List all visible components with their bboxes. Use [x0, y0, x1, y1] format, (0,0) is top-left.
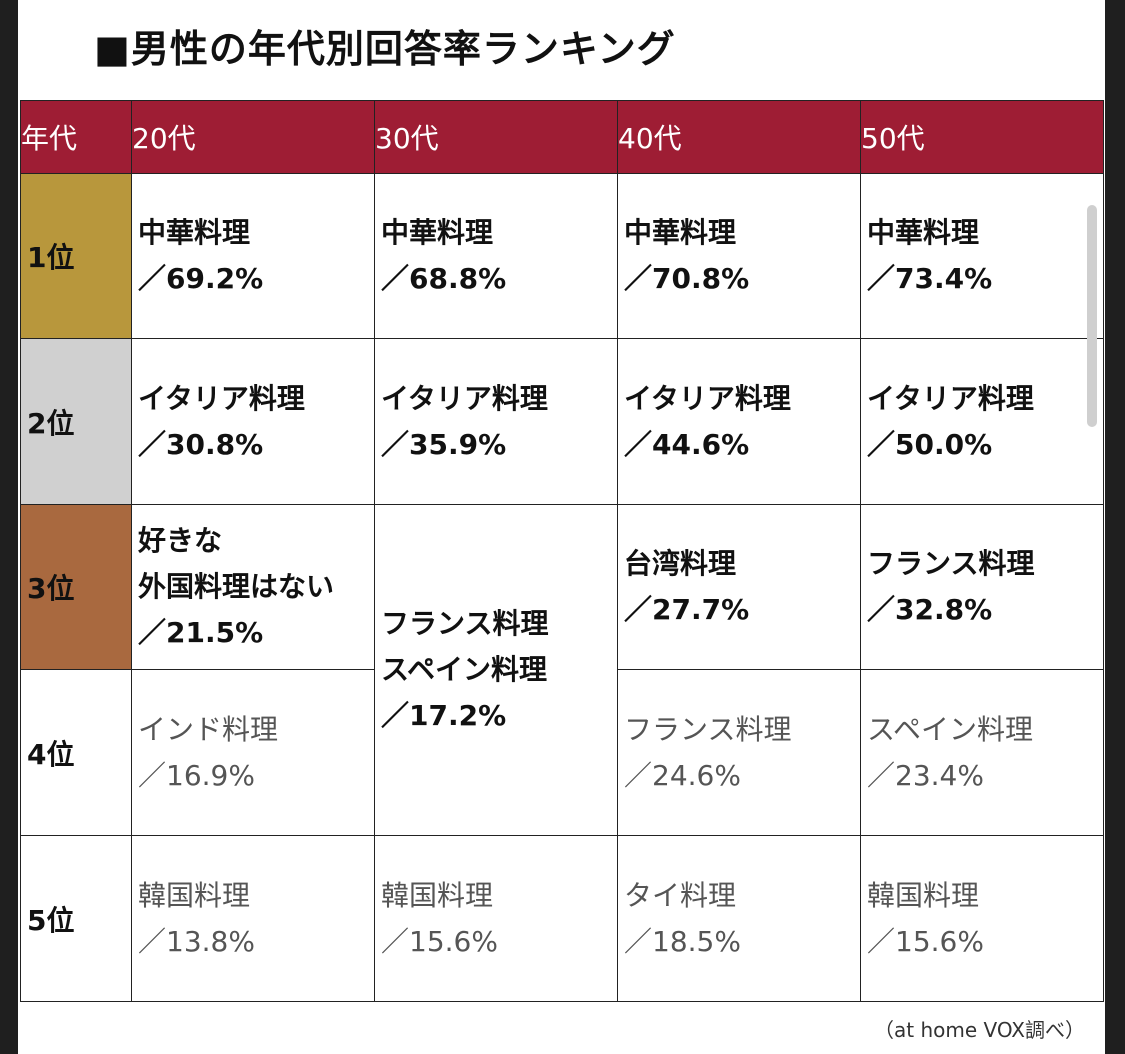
header-cell-20s: 20代: [131, 100, 375, 174]
dish-percent: ／15.6%: [381, 924, 498, 958]
dish-name: 中華料理: [381, 216, 494, 249]
table-cell: インド料理 ／16.9%: [131, 669, 375, 836]
table-row: 2位 イタリア料理 ／30.8% イタリア料理 ／35.9% イタリア料理 ／4…: [20, 338, 1104, 505]
rank-label: 1位: [20, 173, 132, 339]
dish-percent: ／73.4%: [867, 262, 993, 295]
dish-percent: ／13.8%: [138, 924, 255, 958]
dish-percent: ／16.9%: [138, 758, 255, 792]
dish-name: 中華料理: [138, 216, 251, 249]
dish-name: イタリア料理: [867, 381, 1034, 415]
table-cell: 中華料理 ／73.4%: [860, 173, 1104, 339]
dish-percent: ／18.5%: [624, 924, 741, 958]
source-note: （at home VOX調べ）: [873, 1018, 1085, 1042]
dish-percent: ／35.9%: [381, 427, 507, 461]
dish-percent: ／69.2%: [138, 262, 264, 295]
dish-name: スペイン料理: [867, 712, 1034, 746]
dish-percent: ／70.8%: [624, 262, 750, 295]
dish-name: イタリア料理: [138, 381, 305, 415]
table-cell: 韓国料理 ／15.6%: [860, 835, 1104, 1002]
header-cell-50s: 50代: [860, 100, 1104, 174]
dish-name: インド料理: [138, 712, 279, 746]
table-cell: 好きな 外国料理はない ／21.5%: [131, 504, 375, 670]
dish-name: 中華料理: [867, 216, 980, 249]
table-cell: 中華料理 ／69.2%: [131, 173, 375, 339]
table-cell: 台湾料理 ／27.7%: [617, 504, 861, 670]
dish-percent: ／15.6%: [867, 924, 984, 958]
table-header-row: 年代 20代 30代 40代 50代: [20, 100, 1104, 174]
dish-name: タイ料理: [624, 878, 737, 912]
dish-name: 韓国料理: [381, 878, 494, 912]
dish-percent: ／23.4%: [867, 758, 984, 792]
table-cell: イタリア料理 ／44.6%: [617, 338, 861, 505]
table-row: 4位 インド料理 ／16.9% フランス料理 ／24.6% スペイン料理 ／23…: [20, 669, 1104, 836]
dish-name: 韓国料理: [867, 878, 980, 912]
ranking-table: 年代 20代 30代 40代 50代 1位 中華料理 ／69.2% 中華料理 ／…: [20, 100, 1104, 1002]
dish-percent: ／21.5%: [138, 616, 264, 649]
table-cell: 韓国料理 ／15.6%: [374, 835, 618, 1002]
header-cell-age: 年代: [20, 100, 132, 174]
table-cell: 中華料理 ／70.8%: [617, 173, 861, 339]
rank-label: 4位: [20, 669, 132, 836]
table-cell: イタリア料理 ／35.9%: [374, 338, 618, 505]
table-cell: フランス料理 ／32.8%: [860, 504, 1104, 670]
dish-percent: ／44.6%: [624, 427, 750, 461]
dish-percent: ／24.6%: [624, 758, 741, 792]
dish-name: イタリア料理: [624, 381, 791, 415]
dish-name: 外国料理はない: [138, 570, 335, 603]
table-cell: 中華料理 ／68.8%: [374, 173, 618, 339]
dish-name: 中華料理: [624, 216, 737, 249]
dish-name: フランス料理: [381, 607, 549, 640]
table-row: 5位 韓国料理 ／13.8% 韓国料理 ／15.6% タイ料理 ／18.5% 韓…: [20, 835, 1104, 1002]
table-cell: 韓国料理 ／13.8%: [131, 835, 375, 1002]
header-cell-40s: 40代: [617, 100, 861, 174]
dish-percent: ／17.2%: [381, 699, 507, 732]
page-title: ■男性の年代別回答率ランキング: [94, 27, 676, 71]
dish-percent: ／30.8%: [138, 427, 264, 461]
table-row: 1位 中華料理 ／69.2% 中華料理 ／68.8% 中華料理 ／70.8% 中…: [20, 173, 1104, 339]
table-cell: タイ料理 ／18.5%: [617, 835, 861, 1002]
dish-percent: ／50.0%: [867, 427, 993, 461]
dish-name: イタリア料理: [381, 381, 548, 415]
dish-percent: ／32.8%: [867, 593, 993, 626]
scrollbar-thumb[interactable]: [1087, 205, 1097, 427]
rank-label: 2位: [20, 338, 132, 505]
rank-label: 3位: [20, 504, 132, 670]
dish-name: 韓国料理: [138, 878, 251, 912]
table-cell: フランス料理 ／24.6%: [617, 669, 861, 836]
dish-percent: ／27.7%: [624, 593, 750, 626]
dish-name: スペイン料理: [381, 653, 548, 686]
header-cell-30s: 30代: [374, 100, 618, 174]
table-row: 3位 好きな 外国料理はない ／21.5% フランス料理 スペイン料理 ／17.…: [20, 504, 1104, 836]
rank-label: 5位: [20, 835, 132, 1002]
dish-percent: ／68.8%: [381, 262, 507, 295]
table-cell: イタリア料理 ／30.8%: [131, 338, 375, 505]
dish-name: 好きな: [138, 524, 223, 557]
dish-name: フランス料理: [624, 712, 792, 746]
dish-name: フランス料理: [867, 547, 1035, 580]
table-cell: イタリア料理 ／50.0%: [860, 338, 1104, 505]
dish-name: 台湾料理: [624, 547, 737, 580]
table-cell: スペイン料理 ／23.4%: [860, 669, 1104, 836]
table-cell-merged: フランス料理 スペイン料理 ／17.2%: [374, 504, 618, 836]
